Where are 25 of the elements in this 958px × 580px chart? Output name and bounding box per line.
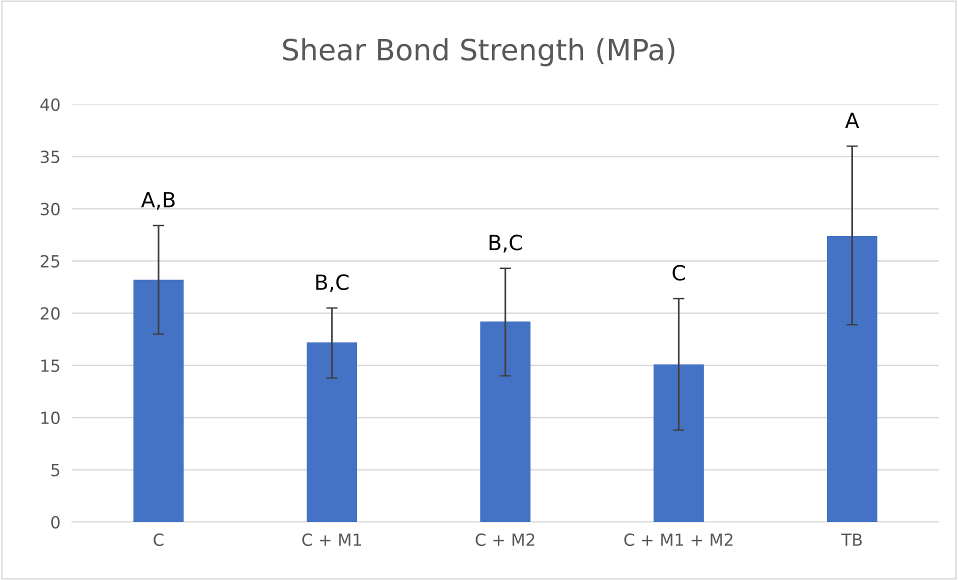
bar — [133, 280, 184, 522]
annotation: C — [672, 264, 685, 281]
y-tick-label: 20 — [40, 307, 60, 320]
y-tick-label: 35 — [40, 150, 60, 164]
bar — [480, 322, 530, 522]
bar — [827, 236, 878, 522]
bar — [654, 364, 704, 522]
x-tick-label: C — [154, 533, 164, 546]
x-tick-label: C + M1 — [302, 533, 361, 546]
annotation: A,B — [141, 192, 175, 210]
y-tick-label: 25 — [40, 254, 60, 268]
x-tick-label: C + M2 — [476, 533, 534, 546]
annotation: A — [845, 112, 860, 128]
x-tick-label: C + M1 + M2 — [624, 533, 732, 546]
y-tick-label: 40 — [40, 98, 60, 111]
bar — [306, 342, 358, 522]
chart-title: Shear Bond Strength (MPa) — [283, 38, 674, 66]
y-tick-label: 30 — [40, 202, 60, 216]
annotation: B,C — [316, 274, 349, 292]
y-tick-label: 10 — [41, 412, 60, 424]
x-tick-label: TB — [841, 534, 862, 546]
y-tick-label: 0 — [51, 516, 60, 529]
y-tick-label: 5 — [51, 464, 60, 476]
annotation: B,C — [490, 234, 522, 253]
y-tick-label: 15 — [41, 360, 60, 372]
